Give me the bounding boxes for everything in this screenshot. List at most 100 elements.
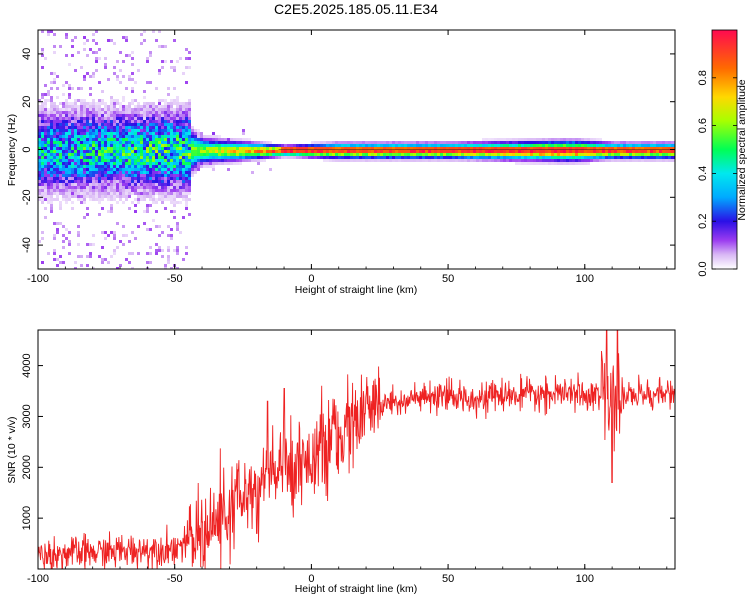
heatmap-cell <box>206 165 209 168</box>
heatmap-cell <box>146 156 149 159</box>
heatmap-cell <box>563 162 566 165</box>
heatmap-cell <box>152 159 155 162</box>
heatmap-cell <box>191 135 194 138</box>
heatmap-cell <box>200 144 203 147</box>
heatmap-cell <box>314 153 317 156</box>
heatmap-cell <box>197 150 200 153</box>
heatmap-cell <box>44 186 47 189</box>
heatmap-cell <box>140 150 143 153</box>
heatmap-cell <box>134 105 137 108</box>
heatmap-cell <box>317 156 320 159</box>
heatmap-cell <box>269 147 272 150</box>
heatmap-cell <box>92 75 95 78</box>
heatmap-cell <box>143 114 146 117</box>
heatmap-cell <box>128 123 131 126</box>
heatmap-cell <box>644 150 647 153</box>
heatmap-cell <box>122 141 125 144</box>
heatmap-cell <box>149 117 152 120</box>
heatmap-cell <box>47 33 50 36</box>
heatmap-cell <box>458 141 461 144</box>
heatmap-cell <box>164 117 167 120</box>
heatmap-cell <box>44 177 47 180</box>
heatmap-cell <box>125 39 128 42</box>
heatmap-cell <box>287 144 290 147</box>
heatmap-cell <box>173 210 176 213</box>
heatmap-cell <box>62 126 65 129</box>
heatmap-cell <box>185 147 188 150</box>
heatmap-cell <box>188 138 191 141</box>
heatmap-cell <box>335 147 338 150</box>
heatmap-cell <box>77 132 80 135</box>
heatmap-cell <box>293 156 296 159</box>
heatmap-cell <box>134 129 137 132</box>
heatmap-cell <box>62 168 65 171</box>
heatmap-cell <box>38 180 41 183</box>
heatmap-cell <box>185 180 188 183</box>
heatmap-cell <box>203 162 206 165</box>
heatmap-cell <box>65 105 68 108</box>
heatmap-cell <box>467 150 470 153</box>
heatmap-cell <box>161 195 164 198</box>
heatmap-cell <box>158 234 161 237</box>
heatmap-cell <box>53 189 56 192</box>
heatmap-cell <box>248 150 251 153</box>
heatmap-cell <box>89 129 92 132</box>
heatmap-cell <box>584 159 587 162</box>
heatmap-cell <box>110 168 113 171</box>
heatmap-cell <box>494 153 497 156</box>
heatmap-cell <box>173 66 176 69</box>
heatmap-cell <box>47 114 50 117</box>
heatmap-cell <box>149 204 152 207</box>
heatmap-cell <box>65 201 68 204</box>
heatmap-cell <box>224 153 227 156</box>
heatmap-cell <box>161 108 164 111</box>
heatmap-cell <box>98 105 101 108</box>
heatmap-cell <box>92 165 95 168</box>
heatmap-cell <box>44 135 47 138</box>
heatmap-cell <box>617 150 620 153</box>
heatmap-cell <box>590 141 593 144</box>
heatmap-cell <box>65 198 68 201</box>
heatmap-cell <box>68 105 71 108</box>
heatmap-cell <box>551 156 554 159</box>
heatmap-cell <box>119 138 122 141</box>
heatmap-cell <box>287 153 290 156</box>
heatmap-cell <box>308 144 311 147</box>
heatmap-cell <box>170 126 173 129</box>
heatmap-cell <box>59 102 62 105</box>
heatmap-cell <box>92 183 95 186</box>
heatmap-cell <box>104 102 107 105</box>
heatmap-cell <box>332 147 335 150</box>
heatmap-cell <box>68 171 71 174</box>
heatmap-cell <box>53 222 56 225</box>
heatmap-cell <box>131 192 134 195</box>
heatmap-cell <box>227 147 230 150</box>
heatmap-cell <box>131 63 134 66</box>
heatmap-cell <box>179 141 182 144</box>
heatmap-cell <box>353 150 356 153</box>
heatmap-cell <box>149 135 152 138</box>
heatmap-cell <box>539 144 542 147</box>
heatmap-cell <box>38 123 41 126</box>
heatmap-cell <box>578 138 581 141</box>
heatmap-cell <box>119 141 122 144</box>
heatmap-cell <box>353 156 356 159</box>
heatmap-cell <box>206 144 209 147</box>
snr-y-tick-label: 3000 <box>21 404 33 428</box>
heatmap-cell <box>632 150 635 153</box>
heatmap-cell <box>119 111 122 114</box>
heatmap-cell <box>575 147 578 150</box>
heatmap-cell <box>146 252 149 255</box>
heatmap-cell <box>452 153 455 156</box>
heatmap-cell <box>488 141 491 144</box>
heatmap-cell <box>185 159 188 162</box>
heatmap-cell <box>176 120 179 123</box>
heatmap-cell <box>185 105 188 108</box>
heatmap-cell <box>287 147 290 150</box>
heatmap-cell <box>176 228 179 231</box>
heatmap-cell <box>161 141 164 144</box>
heatmap-cell <box>179 195 182 198</box>
heatmap-cell <box>41 114 44 117</box>
heatmap-cell <box>47 159 50 162</box>
heatmap-cell <box>341 159 344 162</box>
